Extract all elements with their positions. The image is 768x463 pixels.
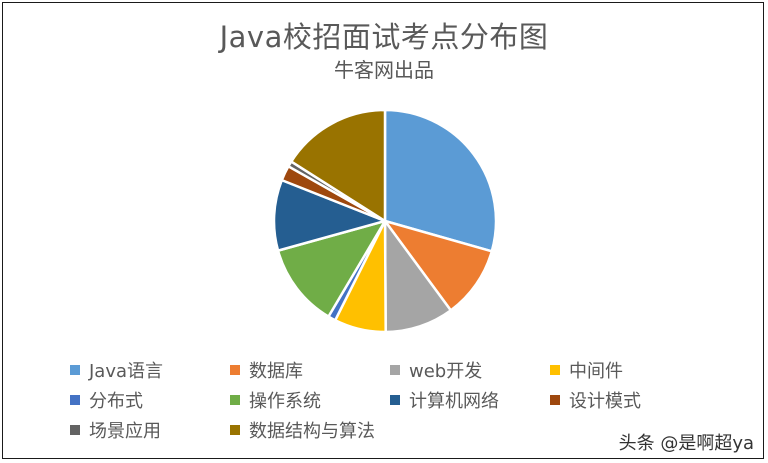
legend-label: 场景应用 (89, 421, 161, 442)
legend-label: 分布式 (89, 391, 143, 412)
pie-slice (272, 178, 387, 252)
legend-swatch-icon (390, 365, 400, 375)
legend-label: 操作系统 (249, 391, 321, 412)
legend-label: 设计模式 (569, 391, 641, 412)
pie-svg (272, 108, 498, 334)
legend-item: Java语言 (70, 358, 230, 382)
legend-item: 数据结构与算法 (230, 418, 390, 442)
legend-swatch-icon (70, 425, 80, 435)
legend-swatch-icon (230, 425, 240, 435)
legend-swatch-icon (550, 395, 560, 405)
legend-label: 数据库 (249, 361, 303, 382)
chart-title: Java校招面试考点分布图 (219, 20, 549, 54)
watermark: 头条 @是啊超ya (618, 433, 754, 454)
legend-swatch-icon (230, 365, 240, 375)
legend-label: Java语言 (89, 361, 164, 382)
pie-slice (383, 219, 494, 312)
legend-item: 中间件 (550, 358, 710, 382)
legend-label: 计算机网络 (409, 391, 499, 412)
pie-chart (272, 108, 498, 334)
legend-item: 操作系统 (230, 388, 390, 412)
legend-item: 计算机网络 (390, 388, 550, 412)
legend-label: 中间件 (569, 361, 623, 382)
legend-item: web开发 (390, 358, 550, 382)
legend-item: 分布式 (70, 388, 230, 412)
legend-swatch-icon (70, 395, 80, 405)
legend-swatch-icon (70, 365, 80, 375)
legend-label: web开发 (409, 361, 483, 382)
chart-subtitle: 牛客网出品 (334, 58, 434, 82)
legend-swatch-icon (390, 395, 400, 405)
legend-swatch-icon (550, 365, 560, 375)
legend-swatch-icon (230, 395, 240, 405)
pie-slice (383, 108, 498, 253)
legend-item: 设计模式 (550, 388, 710, 412)
legend-item: 数据库 (230, 358, 390, 382)
legend-item: 场景应用 (70, 418, 230, 442)
pie-slice (290, 108, 387, 223)
legend-label: 数据结构与算法 (249, 421, 375, 442)
pie-slice (276, 219, 387, 318)
chart-legend: Java语言 数据库 web开发 中间件分布式 操作系统 计算机网络 设计模式场景应用 数据结… (70, 358, 710, 442)
